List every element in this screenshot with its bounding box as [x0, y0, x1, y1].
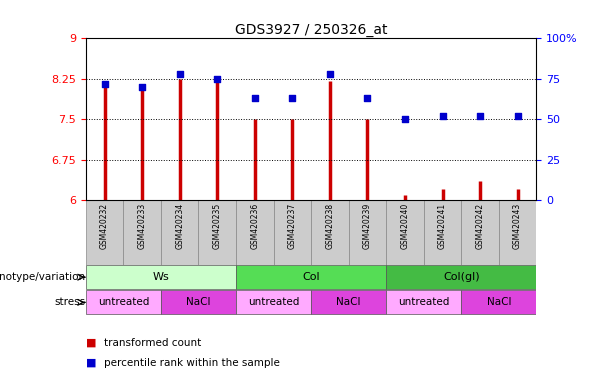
Point — [475, 113, 485, 119]
Bar — [462, 290, 536, 314]
Bar — [424, 200, 462, 265]
Text: GSM420232: GSM420232 — [100, 203, 109, 249]
Point — [212, 76, 222, 82]
Text: stress: stress — [55, 297, 86, 307]
Text: untreated: untreated — [398, 297, 449, 307]
Text: GSM420239: GSM420239 — [363, 203, 372, 250]
Point — [137, 84, 147, 90]
Bar — [236, 290, 311, 314]
Bar — [86, 290, 161, 314]
Text: genotype/variation: genotype/variation — [0, 272, 86, 282]
Text: GSM420242: GSM420242 — [476, 203, 484, 249]
Text: Col: Col — [302, 272, 320, 282]
Text: GSM420233: GSM420233 — [138, 203, 147, 250]
Point — [250, 95, 260, 101]
Point — [325, 71, 335, 77]
Bar — [386, 290, 462, 314]
Text: untreated: untreated — [97, 297, 149, 307]
Text: GSM420236: GSM420236 — [250, 203, 259, 250]
Text: GSM420235: GSM420235 — [213, 203, 222, 250]
Text: untreated: untreated — [248, 297, 299, 307]
Point — [175, 71, 185, 77]
Bar — [123, 200, 161, 265]
Text: GSM420238: GSM420238 — [326, 203, 334, 249]
Text: GSM420240: GSM420240 — [400, 203, 409, 250]
Bar — [499, 200, 536, 265]
Bar — [311, 290, 386, 314]
Text: GSM420234: GSM420234 — [175, 203, 184, 250]
Text: Ws: Ws — [153, 272, 169, 282]
Title: GDS3927 / 250326_at: GDS3927 / 250326_at — [235, 23, 387, 37]
Text: NaCl: NaCl — [337, 297, 361, 307]
Bar — [311, 200, 349, 265]
Text: GSM420237: GSM420237 — [288, 203, 297, 250]
Bar — [462, 200, 499, 265]
Text: NaCl: NaCl — [487, 297, 511, 307]
Bar — [386, 265, 536, 289]
Text: NaCl: NaCl — [186, 297, 211, 307]
Bar — [273, 200, 311, 265]
Bar — [161, 200, 199, 265]
Text: Col(gl): Col(gl) — [443, 272, 479, 282]
Text: transformed count: transformed count — [104, 338, 202, 348]
Text: GSM420243: GSM420243 — [513, 203, 522, 250]
Bar — [236, 265, 386, 289]
Text: percentile rank within the sample: percentile rank within the sample — [104, 358, 280, 368]
Point — [287, 95, 297, 101]
Point — [438, 113, 447, 119]
Text: GSM420241: GSM420241 — [438, 203, 447, 249]
Point — [400, 116, 410, 122]
Bar — [86, 200, 123, 265]
Bar — [386, 200, 424, 265]
Point — [362, 95, 372, 101]
Bar — [236, 200, 273, 265]
Bar — [86, 265, 236, 289]
Bar — [199, 200, 236, 265]
Point — [100, 81, 110, 87]
Text: ■: ■ — [86, 338, 96, 348]
Point — [512, 113, 522, 119]
Bar — [349, 200, 386, 265]
Text: ■: ■ — [86, 358, 96, 368]
Bar — [161, 290, 236, 314]
